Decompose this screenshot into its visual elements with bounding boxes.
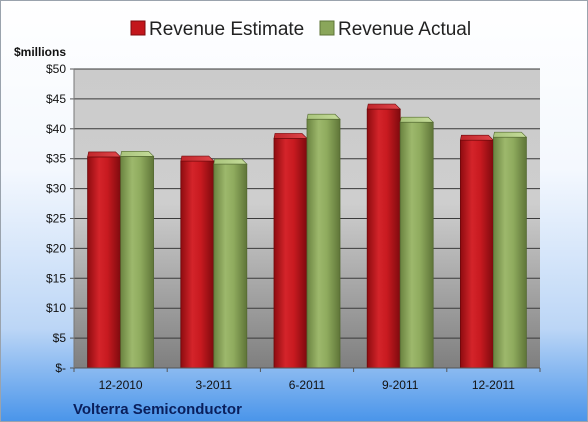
legend: Revenue Estimate Revenue Actual — [130, 19, 471, 40]
y-axis-ticks: $- $5 $10 $15 $20 $25 $30 $35 $40 $45 $50 — [46, 62, 74, 375]
bar-estimate — [459, 134, 495, 369]
bars — [87, 103, 528, 369]
y-tick-label: $40 — [46, 122, 66, 136]
legend-swatch-actual — [319, 20, 335, 36]
x-tick-label: 12-2010 — [99, 378, 143, 392]
y-axis-unit-label: $millions — [14, 45, 66, 59]
bar-actual — [120, 151, 155, 369]
y-tick-label: $45 — [46, 92, 66, 106]
y-tick-label: $10 — [46, 301, 66, 315]
legend-swatch-estimate — [130, 20, 146, 36]
y-tick-label: $30 — [46, 182, 66, 196]
bar-estimate — [180, 155, 215, 369]
x-tick-label: 12-2011 — [472, 378, 515, 392]
legend-label-actual: Revenue Actual — [338, 19, 471, 40]
bar-actual — [306, 113, 341, 369]
bar-actual — [492, 131, 528, 369]
y-tick-label: $15 — [46, 271, 66, 285]
y-tick-label: $50 — [46, 62, 66, 76]
y-tick-label: $25 — [46, 212, 66, 226]
y-tick-label: $- — [55, 361, 66, 375]
bar-estimate — [366, 103, 401, 369]
y-tick-label: $5 — [53, 331, 67, 345]
x-tick-label: 9-2011 — [382, 378, 419, 392]
bar-actual — [399, 116, 434, 369]
bar-estimate — [273, 133, 308, 369]
y-tick-label: $35 — [46, 152, 66, 166]
bar-actual — [213, 158, 248, 369]
bar-estimate — [87, 151, 122, 369]
x-axis-ticks: 12-2010 3-2011 6-2011 9-2011 12-2011 — [73, 368, 541, 392]
y-tick-label: $20 — [46, 241, 66, 255]
legend-label-estimate: Revenue Estimate — [149, 19, 304, 40]
x-tick-label: 3-2011 — [196, 378, 233, 392]
x-tick-label: 6-2011 — [289, 378, 326, 392]
company-name: Volterra Semiconductor — [73, 401, 242, 418]
